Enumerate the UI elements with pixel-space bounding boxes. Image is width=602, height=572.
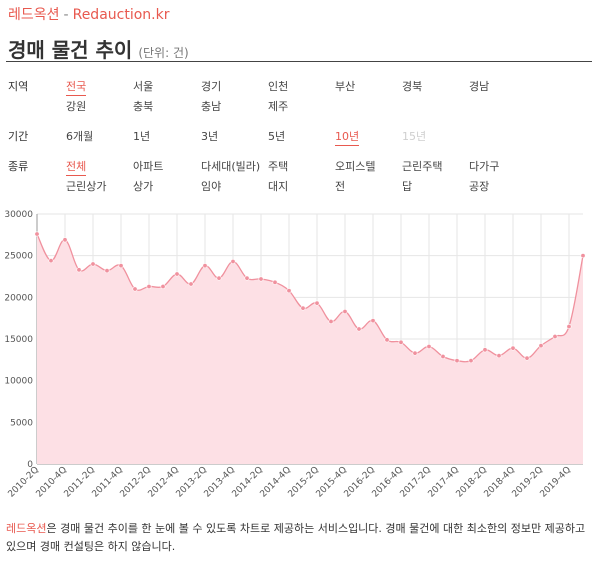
data-point	[384, 337, 390, 343]
data-point	[34, 231, 40, 237]
data-point	[188, 281, 194, 287]
region-option[interactable]: 서울	[133, 80, 154, 93]
data-point	[426, 344, 432, 350]
footer-brand: 레드옥션	[6, 522, 47, 535]
page-title-text: 경매 물건 추이	[8, 38, 133, 62]
data-point	[62, 237, 68, 243]
data-point	[104, 268, 110, 274]
type-option[interactable]: 근린주택	[402, 160, 443, 173]
region-option[interactable]: 경기	[201, 80, 222, 93]
region-option[interactable]: 경북	[402, 80, 423, 93]
data-point	[118, 263, 124, 269]
type-option[interactable]: 오피스텔	[335, 160, 376, 173]
x-tick-label: 2019-4Q	[538, 465, 573, 500]
data-point	[440, 354, 446, 360]
type-option[interactable]: 근린상가	[66, 180, 107, 193]
region-option[interactable]: 충북	[133, 100, 154, 113]
type-option[interactable]: 공장	[469, 180, 490, 193]
period-option[interactable]: 6개월	[66, 130, 94, 143]
page-title: 경매 물건 추이 (단위: 건)	[8, 34, 189, 63]
data-point	[258, 276, 264, 282]
type-option[interactable]: 아파트	[133, 160, 164, 173]
footer-description: 레드옥션은 경매 물건 추이를 한 눈에 볼 수 있도록 차트로 제공하는 서비…	[6, 520, 592, 556]
data-point	[356, 326, 362, 332]
data-point	[230, 258, 236, 264]
type-option[interactable]: 상가	[133, 180, 154, 193]
brand-name: 레드옥션	[8, 7, 60, 23]
y-tick-label: 20000	[4, 293, 33, 303]
data-point	[286, 288, 292, 294]
region-option[interactable]: 강원	[66, 100, 87, 113]
data-point	[482, 347, 488, 353]
data-point	[538, 343, 544, 349]
type-option[interactable]: 임야	[201, 180, 222, 193]
type-option[interactable]: 주택	[268, 160, 289, 173]
period-option: 15년	[402, 130, 427, 143]
brand-site: Redauction.kr	[72, 7, 170, 23]
title-divider	[6, 61, 592, 62]
data-point	[272, 279, 278, 285]
region-option[interactable]: 부산	[335, 80, 356, 93]
series-line	[36, 233, 584, 363]
region-option[interactable]: 경남	[469, 80, 490, 93]
data-point	[76, 267, 82, 273]
data-point	[454, 358, 460, 364]
data-point	[160, 284, 166, 290]
data-point	[342, 309, 348, 315]
data-point	[300, 305, 306, 311]
period-option[interactable]: 3년	[201, 130, 219, 143]
data-point	[328, 319, 334, 325]
y-tick-label: 25000	[4, 252, 33, 262]
footer-text: 은 경매 물건 추이를 한 눈에 볼 수 있도록 차트로 제공하는 서비스입니다…	[6, 522, 586, 553]
area-fill	[37, 234, 583, 464]
data-point	[496, 353, 502, 359]
data-point	[552, 334, 558, 340]
data-point	[370, 318, 376, 324]
type-option[interactable]: 답	[402, 180, 413, 193]
y-tick-label: 15000	[4, 335, 33, 345]
period-option[interactable]: 5년	[268, 130, 286, 143]
data-point	[468, 358, 474, 364]
data-point	[580, 253, 586, 259]
data-point	[174, 271, 180, 277]
type-option[interactable]: 전	[335, 180, 346, 193]
data-point	[90, 261, 96, 267]
region-option[interactable]: 제주	[268, 100, 289, 113]
filter-period-label: 기간	[8, 130, 29, 143]
region-option[interactable]: 충남	[201, 100, 222, 113]
unit-label: (단위: 건)	[138, 46, 189, 60]
data-point	[132, 286, 138, 292]
region-option[interactable]: 인천	[268, 80, 289, 93]
y-tick-label: 5000	[10, 418, 33, 428]
filter-region-label: 지역	[8, 80, 29, 93]
data-point	[146, 284, 152, 290]
data-point	[566, 324, 572, 330]
type-option[interactable]: 대지	[268, 180, 289, 193]
y-tick-label: 30000	[4, 210, 33, 220]
y-tick-label: 10000	[4, 377, 33, 387]
data-point	[398, 339, 404, 345]
period-option[interactable]: 10년	[335, 128, 360, 146]
type-option[interactable]: 전체	[66, 158, 87, 176]
data-point	[202, 263, 208, 269]
data-point	[412, 350, 418, 356]
y-tick-label: 0	[27, 460, 33, 470]
type-option[interactable]: 다가구	[469, 160, 500, 173]
region-option[interactable]: 전국	[66, 78, 87, 96]
data-point	[48, 258, 54, 264]
filter-type-label: 종류	[8, 160, 29, 173]
brand-separator: -	[63, 7, 69, 23]
period-option[interactable]: 1년	[133, 130, 151, 143]
data-point	[524, 355, 530, 361]
brand-header[interactable]: 레드옥션 - Redauction.kr	[8, 4, 169, 24]
data-point	[216, 275, 222, 281]
data-point	[510, 345, 516, 351]
auction-trend-chart[interactable]: 0500010000150002000025000300002010-2Q201…	[0, 205, 602, 505]
data-point	[244, 275, 250, 281]
data-point	[314, 300, 320, 306]
type-option[interactable]: 다세대(빌라)	[201, 160, 261, 173]
